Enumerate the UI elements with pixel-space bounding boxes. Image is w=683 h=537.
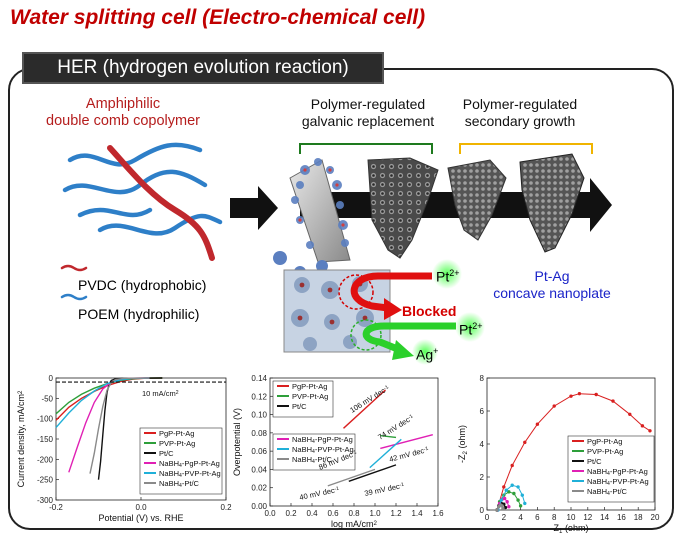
blocked-arrow	[350, 272, 432, 312]
pass-arrow	[362, 322, 456, 354]
her-banner: HER (hydrogen evolution reaction)	[22, 52, 384, 84]
pvdc-chain	[107, 145, 215, 261]
step2-bracket	[459, 143, 593, 154]
step-arrow-left	[230, 186, 278, 230]
poem-legend-wave	[60, 293, 88, 301]
step1-label-line2: galvanic replacement	[301, 113, 435, 129]
step2-label: Polymer-regulated secondary growth	[435, 96, 605, 130]
micelle-3	[316, 260, 328, 272]
copolymer-label-line2: double comb copolymer	[46, 113, 200, 129]
concave-nanoplate	[519, 153, 585, 253]
step1-label-line1: Polymer-regulated	[310, 96, 426, 112]
pass-ring	[350, 319, 382, 351]
poem-chain-3	[97, 213, 223, 236]
micelle-1	[273, 251, 287, 265]
pt-ion-glow-1	[432, 259, 462, 289]
pvdc-label: PVDC (hydrophobic)	[78, 277, 207, 293]
blocked-arrowhead	[384, 298, 402, 320]
blocked-label: Blocked	[402, 303, 457, 319]
copolymer-chains	[60, 142, 223, 301]
pt-ion-label-2: Pt2+	[459, 321, 483, 338]
silver-plate	[273, 158, 351, 278]
step2-label-line2: secondary growth	[464, 113, 576, 129]
step2-label-line1: Polymer-regulated	[462, 96, 578, 112]
pass-arrowhead	[392, 340, 414, 360]
her-banner-text: HER (hydrogen evolution reaction)	[57, 57, 349, 78]
poem-chain-4	[77, 207, 153, 218]
step1-label: Polymer-regulated galvanic replacement	[278, 96, 458, 130]
step1-bracket	[299, 143, 433, 154]
pt-ion-label-1: Pt2+	[436, 268, 460, 285]
product-label-line2: concave nanoplate	[493, 285, 611, 301]
schematic-svg	[60, 142, 612, 365]
pt-ion-glow-2	[455, 312, 485, 342]
porous-plate-2	[447, 159, 507, 241]
pvdc-legend-wave	[60, 264, 88, 272]
ag-ion-glow	[412, 339, 438, 365]
copolymer-label: Amphiphilic double comb copolymer	[38, 96, 208, 130]
product-label: Pt-Ag concave nanoplate	[462, 268, 642, 302]
porous-plate-1	[367, 157, 439, 259]
ag-ion-label: Ag+	[416, 346, 439, 363]
blocked-ring	[338, 274, 374, 310]
copolymer-label-line1: Amphiphilic	[85, 96, 161, 112]
page-title: Water splitting cell (Electro-chemical c…	[10, 6, 426, 29]
product-label-line1: Pt-Ag	[534, 268, 570, 284]
poem-chain-1	[67, 142, 203, 167]
poem-label: POEM (hydrophilic)	[78, 306, 200, 322]
